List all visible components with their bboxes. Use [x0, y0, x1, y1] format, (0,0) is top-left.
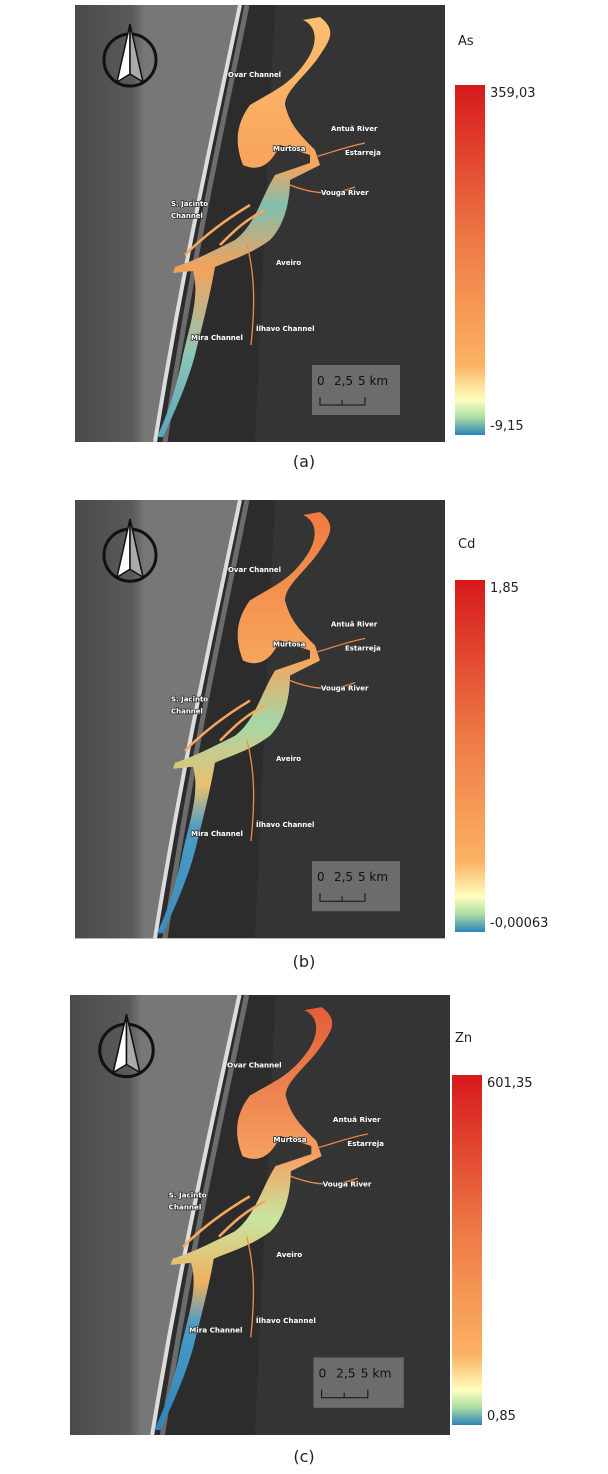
place-label: Mira Channel — [191, 829, 243, 838]
place-label: Murtosa — [273, 145, 306, 153]
legend-min: -0,00063 — [490, 916, 548, 931]
scale-label: 5 km — [361, 1367, 392, 1381]
scale-box — [312, 365, 400, 415]
place-label: Antuã River — [331, 619, 378, 628]
place-label: Estarreja — [345, 643, 381, 652]
place-label: Mira Channel — [191, 334, 243, 342]
map-panel: Ovar Channel Antuã River Murtosa Estarreja S… — [75, 500, 445, 938]
scale-label: 0 — [319, 1367, 327, 1381]
place-label: Mira Channel — [189, 1325, 242, 1334]
caption: (b) — [293, 952, 316, 971]
place-label: Ílhavo Channel — [256, 1316, 316, 1325]
scale-bar: 0 2,5 5 km — [312, 861, 400, 911]
scale-box — [312, 861, 400, 911]
map-panel: Ovar Channel Antuã River Murtosa Estarreja S… — [75, 5, 445, 442]
scale-bar: 0 2,5 5 km — [312, 365, 400, 415]
scale-label: 2,5 — [334, 870, 353, 884]
legend-title: As — [458, 34, 474, 49]
scale-label: 0 — [317, 870, 325, 884]
place-label: S. Jacinto — [171, 695, 208, 704]
caption: (c) — [293, 1447, 314, 1466]
scale-label: 0 — [317, 374, 325, 388]
place-label: S. Jacinto — [171, 200, 208, 208]
place-label: Vouga River — [321, 189, 369, 197]
place-label: Ílhavo Channel — [256, 324, 314, 333]
scale-label: 2,5 — [334, 374, 353, 388]
place-label: Estarreja — [345, 149, 381, 157]
place-label: Channel — [171, 212, 203, 220]
place-label: Ovar Channel — [227, 1061, 281, 1070]
scale-label: 5 km — [358, 374, 388, 388]
place-label: Vouga River — [321, 684, 369, 693]
legend-title: Zn — [455, 1031, 472, 1046]
map-panel: Ovar Channel Antuã River Murtosa Estarreja S… — [70, 995, 450, 1435]
place-label: Murtosa — [273, 639, 306, 648]
legend-max: 601,35 — [487, 1076, 533, 1091]
scale-label: 5 km — [358, 870, 388, 884]
place-label: Vouga River — [323, 1179, 372, 1188]
legend-min: 0,85 — [487, 1409, 516, 1424]
legend-min: -9,15 — [490, 419, 524, 434]
place-label: Aveiro — [276, 1250, 302, 1259]
color-bar — [452, 1075, 482, 1425]
place-label: S. Jacinto — [169, 1190, 207, 1199]
place-label: Aveiro — [276, 754, 301, 763]
place-label: Ílhavo Channel — [256, 820, 314, 829]
scale-box — [313, 1357, 403, 1407]
place-label: Channel — [171, 707, 203, 716]
place-label: Estarreja — [347, 1139, 384, 1148]
place-label: Murtosa — [273, 1135, 306, 1144]
scale-label: 2,5 — [336, 1367, 356, 1381]
legend-title: Cd — [458, 537, 475, 552]
place-label: Antuã River — [333, 1115, 381, 1124]
caption: (a) — [293, 452, 315, 471]
color-bar — [455, 580, 485, 932]
place-label: Ovar Channel — [228, 565, 281, 574]
scale-bar: 0 2,5 5 km — [313, 1357, 403, 1407]
figure: Ovar Channel Antuã River Murtosa Estarreja S… — [0, 0, 608, 1474]
place-label: Antuã River — [331, 125, 378, 133]
place-label: Ovar Channel — [228, 71, 281, 79]
place-label: Channel — [169, 1203, 202, 1212]
place-label: Aveiro — [276, 259, 301, 267]
legend-max: 1,85 — [490, 581, 519, 596]
legend-max: 359,03 — [490, 86, 536, 101]
color-bar — [455, 85, 485, 435]
